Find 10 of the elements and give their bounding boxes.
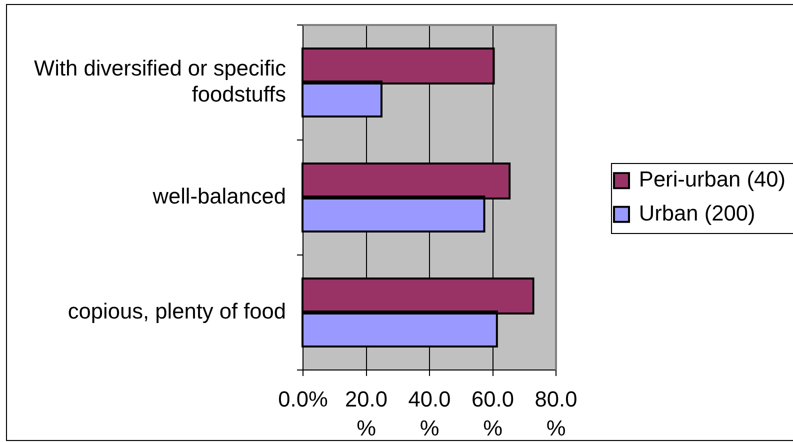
y-tick-label: With diversified or specific foodstuffs <box>34 55 286 107</box>
x-tick-label: 0.0% <box>278 386 328 412</box>
y-tick-label: well-balanced <box>152 184 286 209</box>
y-tick-label: copious, plenty of food <box>68 298 286 324</box>
x-tick-label: 80.0% <box>534 386 578 440</box>
x-tick-label: 20.0% <box>345 386 388 440</box>
legend-label: Peri-urban (40) <box>638 166 786 192</box>
legend-label: Urban (200) <box>638 200 756 226</box>
x-tick-label: 40.0% <box>408 386 451 440</box>
x-tick-label: 60.0% <box>472 386 514 440</box>
